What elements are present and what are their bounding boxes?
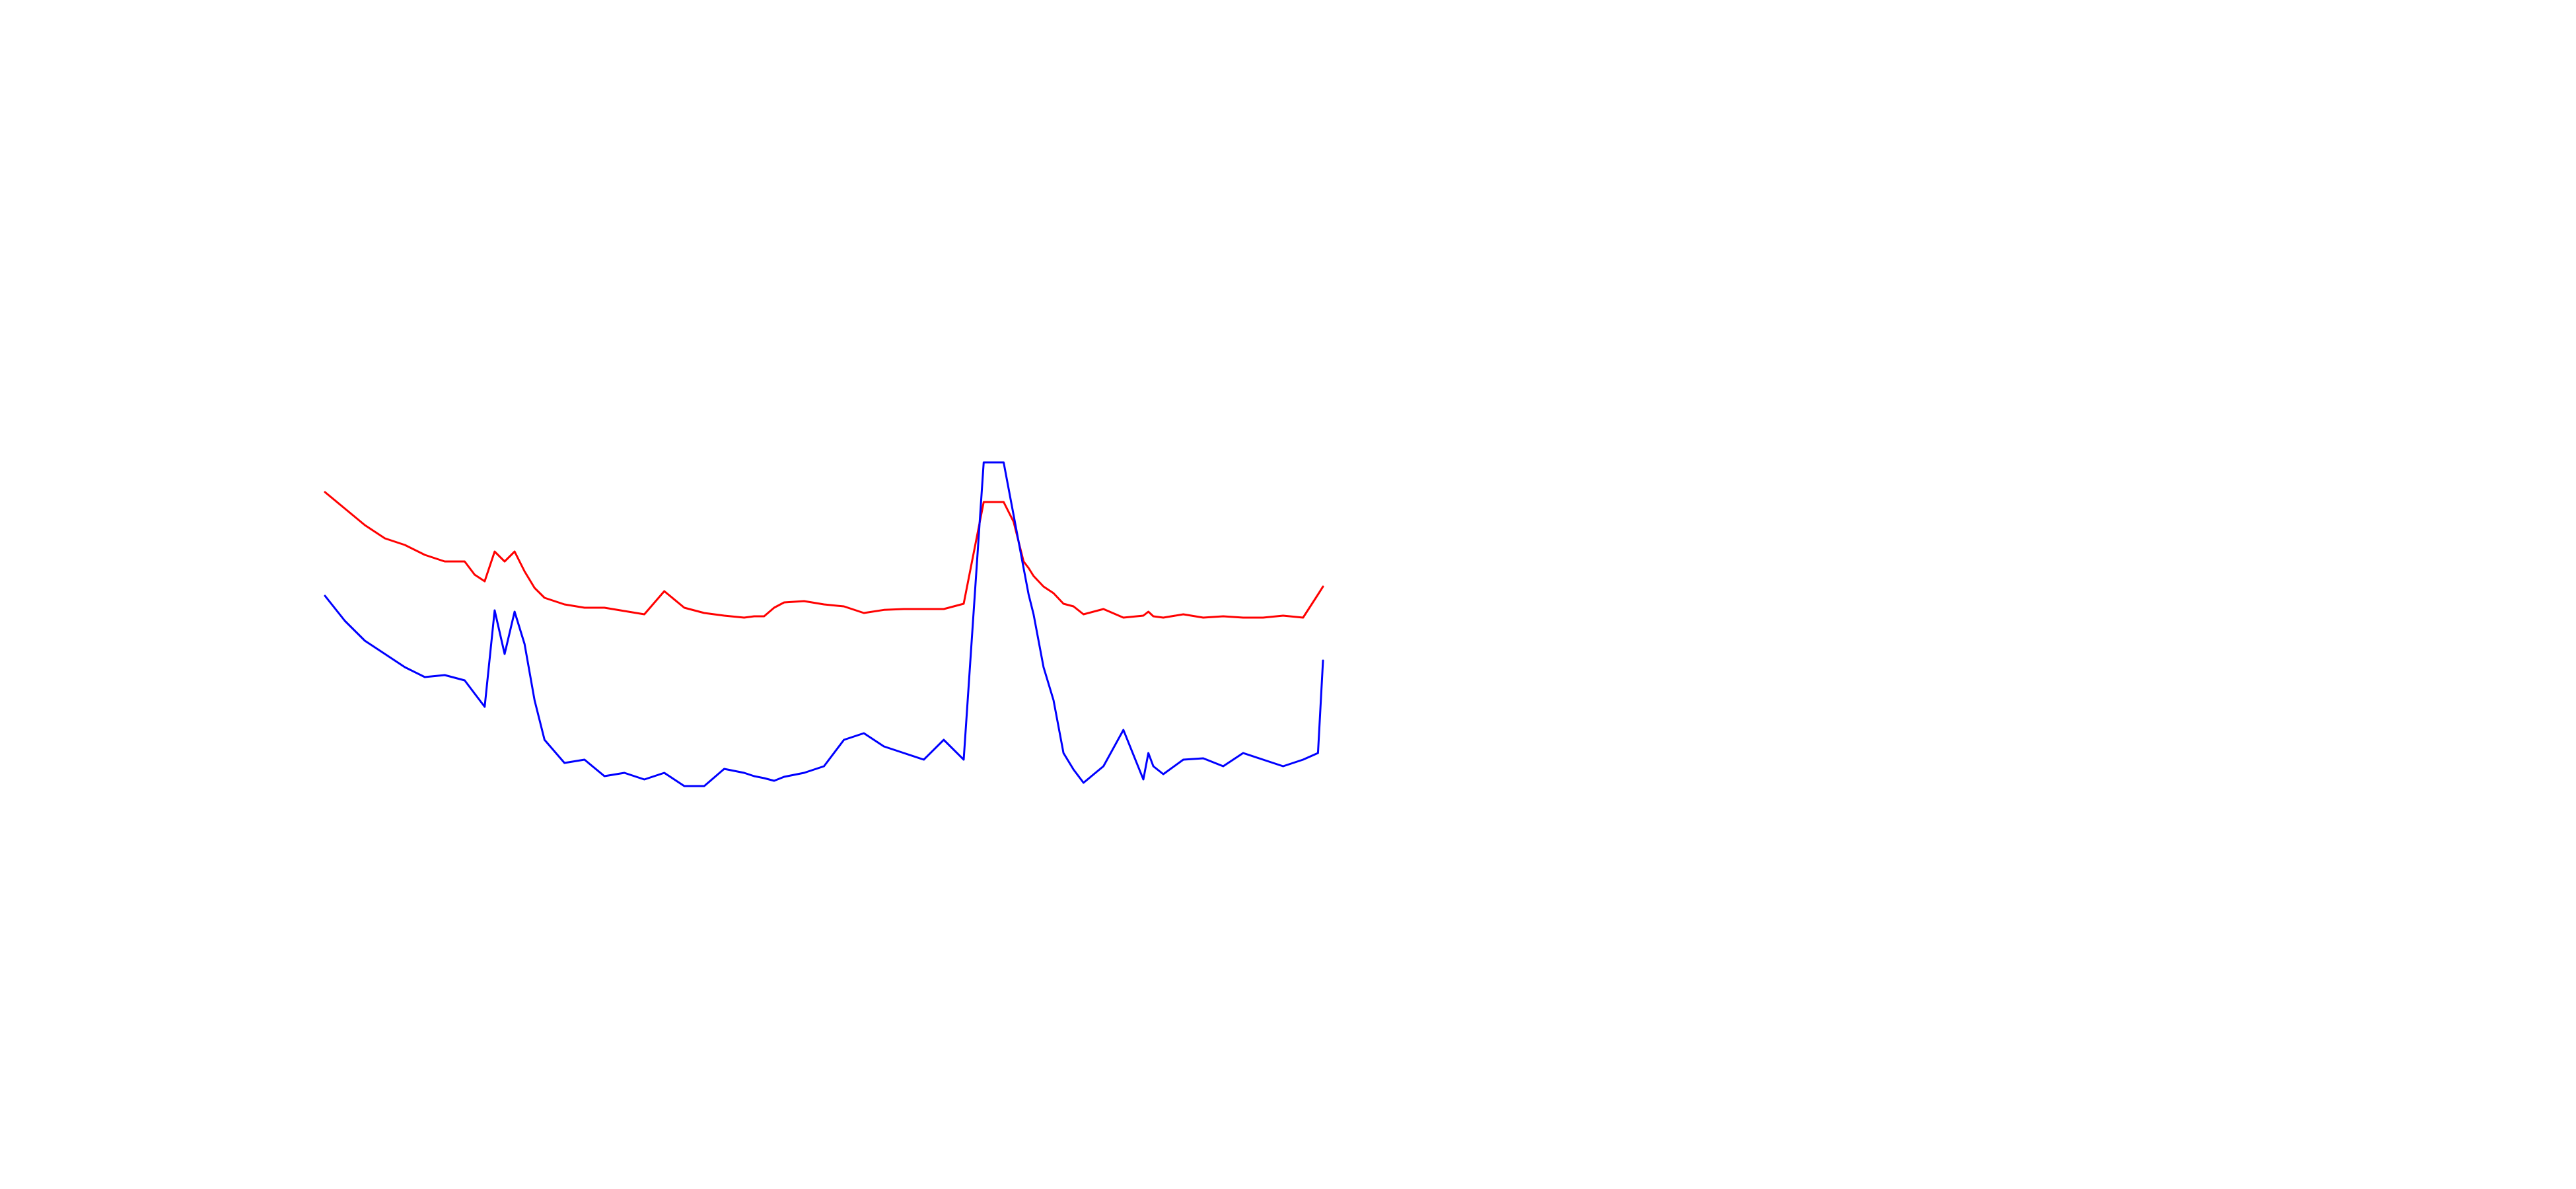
series-2-line — [324, 461, 1324, 787]
plot-area — [324, 461, 1324, 787]
series-1-line — [324, 491, 1324, 619]
